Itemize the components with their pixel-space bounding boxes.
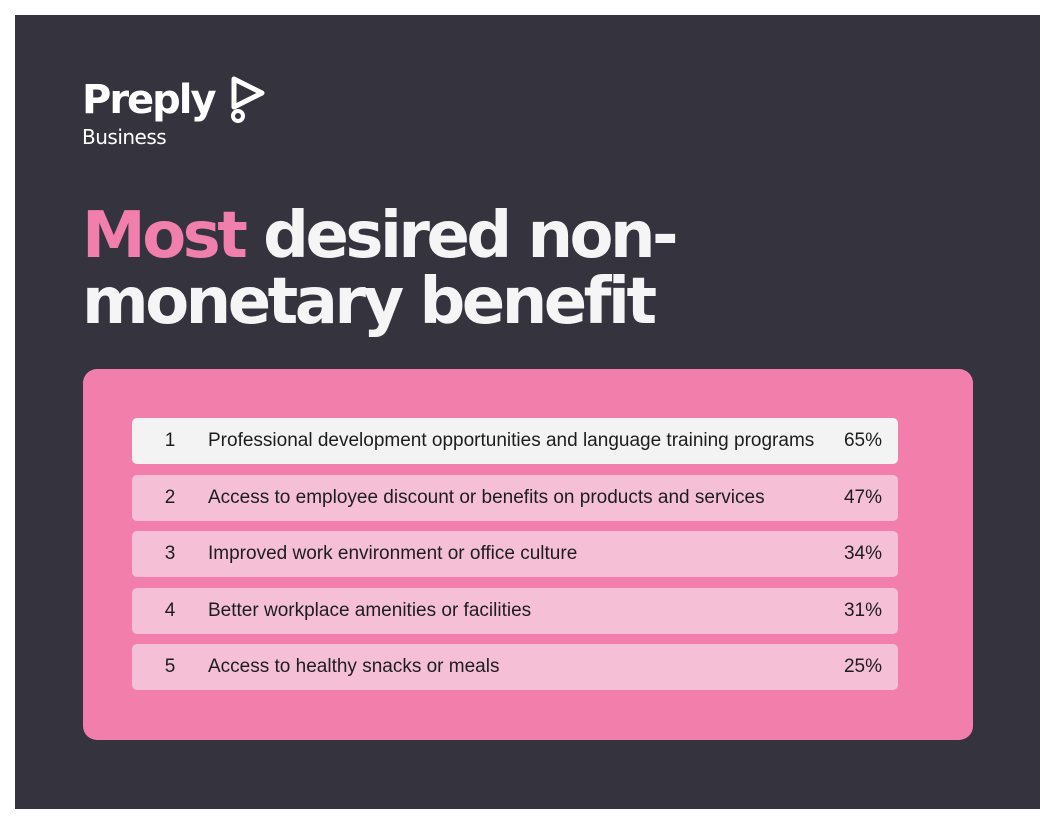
benefit-row: 3 Improved work environment or office cu… bbox=[132, 531, 898, 577]
benefit-rank: 4 bbox=[164, 600, 176, 621]
benefit-rank: 3 bbox=[164, 543, 176, 564]
benefit-label: Professional development opportunities a… bbox=[208, 430, 815, 451]
benefit-percent: 25% bbox=[843, 656, 882, 677]
benefit-row: 1 Professional development opportunities… bbox=[132, 418, 898, 464]
page-title: Most desired non-monetary benefit bbox=[82, 203, 802, 335]
benefit-percent: 31% bbox=[843, 600, 882, 621]
benefit-row: 4 Better workplace amenities or faciliti… bbox=[132, 588, 898, 634]
title-highlight: Most bbox=[82, 199, 248, 273]
benefit-rank: 2 bbox=[164, 487, 176, 508]
brand-logo: Preply Business bbox=[82, 75, 282, 165]
benefit-percent: 47% bbox=[843, 487, 882, 508]
benefit-rank: 5 bbox=[164, 656, 176, 677]
benefit-row: 5 Access to healthy snacks or meals 25% bbox=[132, 644, 898, 690]
benefits-panel: 1 Professional development opportunities… bbox=[83, 369, 973, 740]
benefit-label: Access to employee discount or benefits … bbox=[208, 487, 765, 508]
infographic-card: Preply Business Most desired non-monetar… bbox=[15, 15, 1040, 809]
title-rest: desired non-monetary benefit bbox=[82, 199, 679, 339]
benefit-label: Access to healthy snacks or meals bbox=[208, 656, 500, 677]
brand-name: Preply bbox=[82, 77, 217, 123]
brand-subtitle: Business bbox=[82, 125, 167, 149]
benefit-percent: 65% bbox=[843, 430, 882, 451]
benefit-label: Better workplace amenities or facilities bbox=[208, 600, 532, 621]
benefit-rank: 1 bbox=[164, 430, 176, 451]
benefit-percent: 34% bbox=[843, 543, 882, 564]
benefit-row: 2 Access to employee discount or benefit… bbox=[132, 475, 898, 521]
benefit-label: Improved work environment or office cult… bbox=[208, 543, 578, 564]
play-bubble-icon bbox=[231, 76, 265, 123]
